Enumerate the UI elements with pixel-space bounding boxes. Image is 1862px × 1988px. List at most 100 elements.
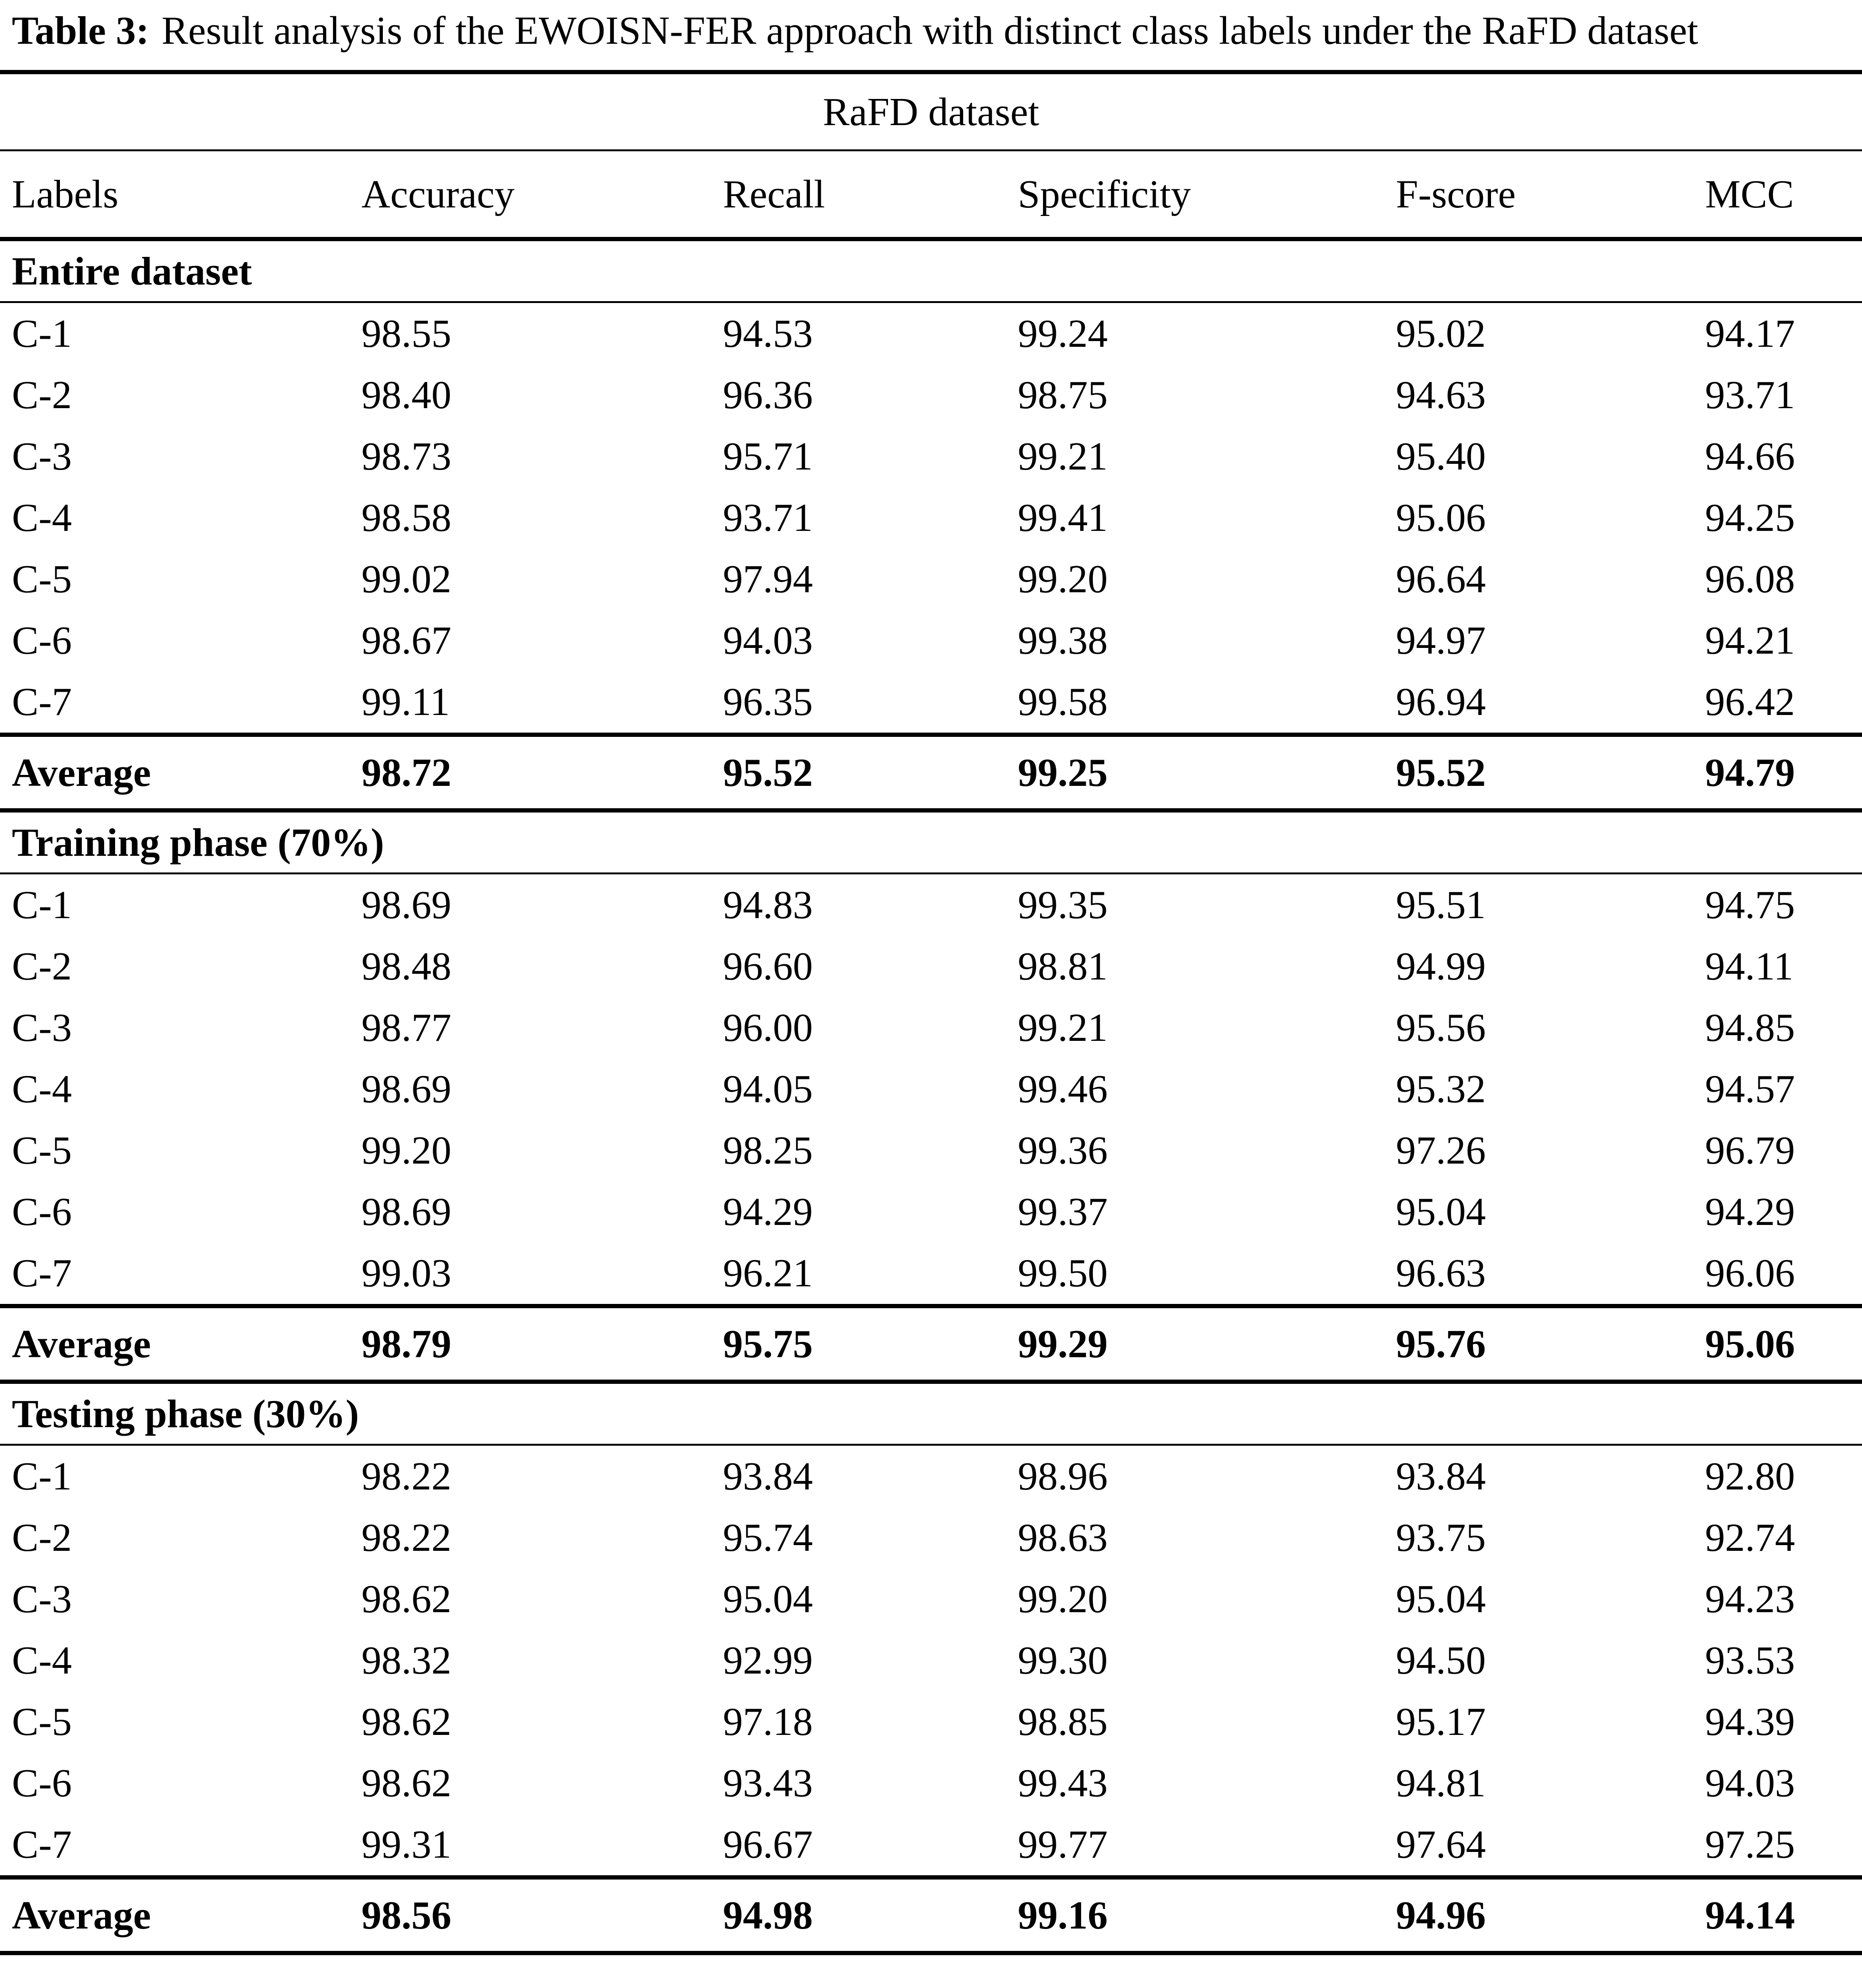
table-row: C-1 98.69 94.83 99.35 95.51 94.75: [0, 873, 1862, 936]
table-row: C-5 98.62 97.18 98.85 95.17 94.39: [0, 1691, 1862, 1753]
cell-value: 95.71: [723, 434, 813, 479]
table-row: C-1 98.55 94.53 99.24 95.02 94.17: [0, 302, 1862, 364]
row-label: C-7: [12, 680, 72, 724]
table-row: C-6 98.67 94.03 99.38 94.97 94.21: [0, 610, 1862, 671]
row-label: Average: [0, 1875, 361, 1955]
cell-value: 97.25: [1705, 1822, 1795, 1867]
cell-value: 99.24: [1018, 312, 1108, 356]
row-label: Average: [0, 733, 361, 813]
table-row: C-3 98.62 95.04 99.20 95.04 94.23: [0, 1568, 1862, 1630]
cell-value: 93.53: [1705, 1638, 1795, 1683]
cell-value: 99.29: [1018, 1304, 1396, 1384]
cell-value: 98.67: [361, 618, 451, 663]
cell-value: 94.03: [723, 618, 813, 663]
cell-value: 95.17: [1396, 1700, 1486, 1744]
section-header: Entire dataset: [0, 239, 1862, 303]
cell-value: 93.43: [723, 1761, 813, 1805]
cell-value: 94.25: [1705, 496, 1795, 540]
table-row: C-6 98.69 94.29 99.37 95.04 94.29: [0, 1181, 1862, 1243]
results-table-body: Entire dataset C-1 98.55 94.53 99.24 95.02 94.…: [0, 239, 1862, 1955]
table-row: C-6 98.62 93.43 99.43 94.81 94.03: [0, 1753, 1862, 1814]
cell-value: 99.20: [361, 1128, 451, 1173]
cell-value: 95.06: [1396, 496, 1486, 540]
cell-value: 98.22: [361, 1454, 451, 1498]
cell-value: 95.56: [1396, 1006, 1486, 1050]
cell-value: 94.79: [1705, 733, 1862, 813]
cell-value: 94.63: [1396, 373, 1486, 417]
cell-value: 94.66: [1705, 434, 1795, 479]
cell-value: 98.58: [361, 496, 451, 540]
cell-value: 97.64: [1396, 1822, 1486, 1867]
cell-value: 95.76: [1396, 1304, 1705, 1384]
cell-value: 94.14: [1705, 1875, 1862, 1955]
cell-value: 94.83: [723, 883, 813, 927]
cell-value: 94.29: [1705, 1190, 1795, 1234]
table-row: C-2 98.22 95.74 98.63 93.75 92.74: [0, 1507, 1862, 1568]
column-header-row: Labels Accuracy Recall Specificity F-score MC…: [0, 150, 1862, 241]
table-row: C-7 99.03 96.21 99.50 96.63 96.06: [0, 1243, 1862, 1306]
cell-value: 93.71: [723, 496, 813, 540]
table-caption: Table 3: Result analysis of the EWOISN-FE…: [12, 8, 1855, 54]
cell-value: 99.20: [1018, 1577, 1108, 1621]
cell-value: 98.25: [723, 1128, 813, 1173]
cell-value: 98.62: [361, 1700, 451, 1744]
results-table: RaFD dataset Labels Accuracy Recall Specifi…: [0, 70, 1862, 1955]
cell-value: 99.37: [1018, 1190, 1108, 1234]
section-header-row: Testing phase (30%): [0, 1381, 1862, 1446]
cell-value: 99.02: [361, 557, 451, 601]
cell-value: 93.84: [723, 1454, 813, 1498]
cell-value: 99.21: [1018, 1006, 1108, 1050]
cell-value: 97.94: [723, 557, 813, 601]
cell-value: 98.40: [361, 373, 451, 417]
cell-value: 94.97: [1396, 618, 1486, 663]
cell-value: 94.29: [723, 1190, 813, 1234]
column-header: MCC: [1705, 150, 1862, 241]
cell-value: 92.74: [1705, 1516, 1795, 1560]
section-header-row: Entire dataset: [0, 239, 1862, 303]
cell-value: 92.99: [723, 1638, 813, 1683]
table-caption-text: Result analysis of the EWOISN-FER approa…: [161, 9, 1698, 53]
cell-value: 94.96: [1396, 1875, 1705, 1955]
cell-value: 95.02: [1396, 312, 1486, 356]
cell-value: 95.06: [1705, 1304, 1862, 1384]
row-label: C-5: [12, 1700, 72, 1744]
cell-value: 94.39: [1705, 1700, 1795, 1744]
cell-value: 98.96: [1018, 1454, 1108, 1498]
cell-value: 93.84: [1396, 1454, 1486, 1498]
row-label: C-4: [12, 496, 72, 540]
cell-value: 99.11: [361, 680, 450, 724]
cell-value: 96.79: [1705, 1128, 1795, 1173]
cell-value: 98.79: [361, 1304, 723, 1384]
cell-value: 95.75: [723, 1304, 1018, 1384]
row-label: C-3: [12, 1006, 72, 1050]
table-row: C-4 98.58 93.71 99.41 95.06 94.25: [0, 487, 1862, 548]
cell-value: 96.35: [723, 680, 813, 724]
cell-value: 96.67: [723, 1822, 813, 1867]
cell-value: 98.56: [361, 1875, 723, 1955]
cell-value: 99.46: [1018, 1067, 1108, 1111]
cell-value: 95.32: [1396, 1067, 1486, 1111]
section-header: Testing phase (30%): [0, 1381, 1862, 1446]
cell-value: 98.77: [361, 1006, 451, 1050]
cell-value: 99.20: [1018, 557, 1108, 601]
cell-value: 96.21: [723, 1251, 813, 1295]
row-label: C-4: [12, 1638, 72, 1683]
dataset-header-row: RaFD dataset: [0, 72, 1862, 151]
cell-value: 99.21: [1018, 434, 1108, 479]
row-label: C-6: [12, 1190, 72, 1234]
table-row: C-5 99.20 98.25 99.36 97.26 96.79: [0, 1120, 1862, 1181]
cell-value: 94.81: [1396, 1761, 1486, 1805]
cell-value: 94.99: [1396, 944, 1486, 989]
cell-value: 96.36: [723, 373, 813, 417]
row-label: C-4: [12, 1067, 72, 1111]
average-row: Average 98.72 95.52 99.25 95.52 94.79: [0, 733, 1862, 813]
section-header-row: Training phase (70%): [0, 810, 1862, 874]
cell-value: 94.57: [1705, 1067, 1795, 1111]
cell-value: 97.26: [1396, 1128, 1486, 1173]
cell-value: 98.72: [361, 733, 723, 813]
table-caption-label: Table 3:: [12, 9, 149, 53]
cell-value: 97.18: [723, 1700, 813, 1744]
cell-value: 98.81: [1018, 944, 1108, 989]
cell-value: 95.52: [1396, 733, 1705, 813]
cell-value: 99.30: [1018, 1638, 1108, 1683]
